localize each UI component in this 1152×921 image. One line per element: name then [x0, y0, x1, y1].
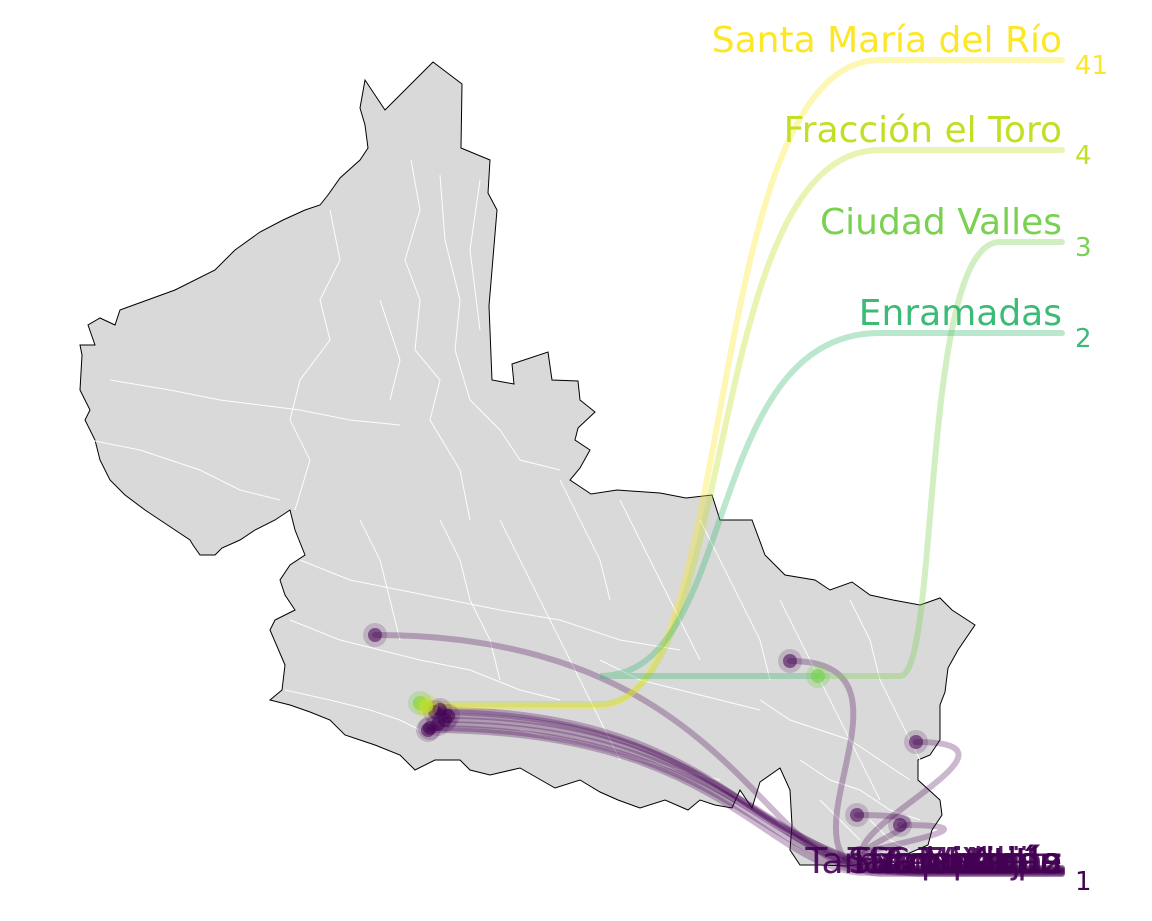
- flow-line-bottom-9: [427, 725, 1065, 875]
- destination-count: 41: [1075, 51, 1108, 81]
- bottom-destination-name: Aquismón: [884, 841, 1062, 882]
- flow-line-bottom-8: [835, 822, 1065, 874]
- flow-line-3: [599, 330, 1065, 679]
- flow-line-bottom-6: [859, 739, 1065, 871]
- bottom-destination-name: Axtla: [970, 841, 1062, 882]
- destination-labels: Santa María del Río 41 Fracción el Toro 4 Ci…: [712, 20, 1108, 897]
- flow-line-bottom-0: [372, 632, 1065, 871]
- bottom-destination-name: Tamazunchale: [804, 841, 1062, 882]
- bottom-destination-name: Xilitla: [961, 841, 1062, 882]
- flow-line-bottom-3: [435, 721, 1065, 875]
- bottom-destination-name: San Vicente: [848, 841, 1062, 882]
- origin-point: [438, 713, 452, 727]
- flow-line-bottom-5: [787, 658, 1065, 877]
- origin-points: [363, 623, 928, 837]
- flow-line-1: [425, 147, 1065, 707]
- municipal-borders: [89, 159, 921, 851]
- bottom-destination-name: Coxcatlán: [884, 841, 1062, 882]
- destination-count: 2: [1075, 324, 1092, 354]
- destination-count: 3: [1075, 233, 1092, 263]
- flow-line-bottom-10: [442, 717, 1065, 876]
- bottom-destination-name: Tanlajás: [917, 841, 1062, 882]
- flow-line-0: [422, 57, 1065, 709]
- bottom-destination-name: San Martín: [868, 841, 1062, 882]
- origin-point: [811, 669, 825, 683]
- bottom-destination-name: Tancanhuitz: [847, 841, 1062, 882]
- destination-name: Ciudad Valles: [820, 202, 1062, 243]
- flow-lines: [372, 57, 1065, 877]
- destination-name: Fracción el Toro: [784, 110, 1062, 151]
- origin-point: [423, 721, 437, 735]
- origin-point: [368, 628, 382, 642]
- bottom-destination-name: Tampacán: [878, 841, 1062, 882]
- flow-line-bottom-1: [437, 707, 1065, 873]
- bottom-destination-name: Matlapa: [918, 841, 1062, 882]
- origin-point: [893, 818, 907, 832]
- flow-line-bottom-7: [854, 812, 1065, 873]
- origin-point: [419, 699, 433, 713]
- origin-point: [783, 654, 797, 668]
- bottom-destination-count: 1: [1075, 867, 1092, 897]
- flow-line-bottom-11: [432, 709, 1065, 877]
- bottom-destination-name: Huehuetlán: [853, 841, 1062, 882]
- origin-point: [850, 808, 864, 822]
- flow-line-bottom-4: [425, 727, 1065, 876]
- flow-line-bottom-2: [445, 713, 1065, 874]
- destination-name: Enramadas: [859, 293, 1062, 334]
- destination-name: Santa María del Río: [712, 20, 1062, 61]
- state-outline: [79, 61, 976, 867]
- origin-point: [909, 735, 923, 749]
- destination-count: 4: [1075, 141, 1092, 171]
- flow-line-2: [815, 239, 1065, 679]
